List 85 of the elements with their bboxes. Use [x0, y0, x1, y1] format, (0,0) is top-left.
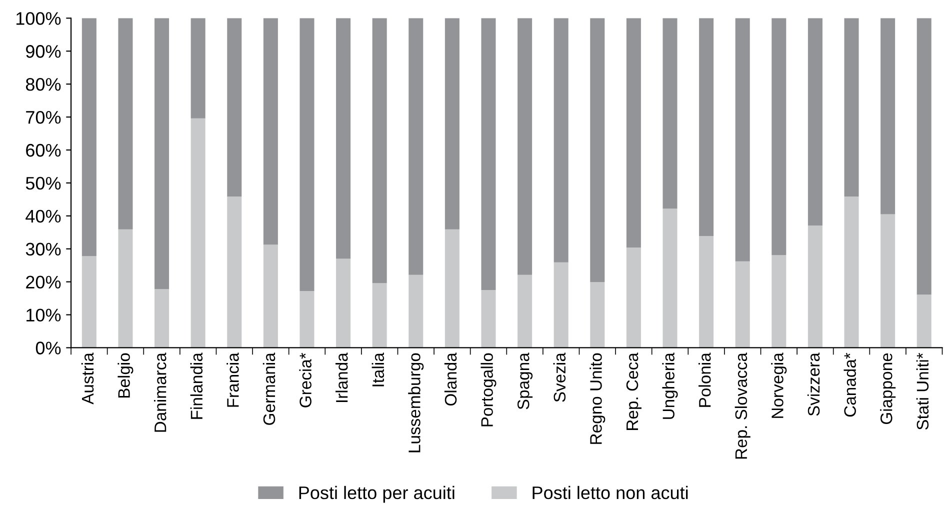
bar: [808, 225, 822, 348]
bar: [916, 18, 932, 295]
bar: [518, 274, 532, 348]
bar: [154, 18, 170, 290]
bar: [154, 289, 170, 348]
y-tick-label: 50%: [26, 176, 61, 190]
bar: [699, 18, 714, 236]
bar: [227, 18, 242, 196]
y-tick-label: 100%: [16, 12, 61, 25]
x-tick-label: Finlandia: [190, 352, 203, 419]
bar: [844, 196, 859, 348]
x-tick-label: Rep. Slovacca: [734, 352, 750, 459]
y-tick-label: 90%: [26, 45, 61, 58]
x-tick-label: Spagna: [517, 352, 533, 410]
y-tick-label: 20%: [26, 276, 61, 289]
x-tick-label: Portogallo: [480, 353, 496, 426]
bar: [263, 18, 278, 245]
bar: [735, 18, 750, 262]
x-tick-label: Norvegia: [771, 352, 787, 418]
x-tick-label: Francia: [226, 352, 239, 407]
x-tick-label: Danimarca: [154, 352, 166, 432]
legend-label: Posti letto per acuiti: [299, 486, 454, 503]
bar: [699, 236, 714, 348]
bar: [481, 290, 496, 348]
bar: [735, 261, 750, 348]
bar: [626, 18, 641, 248]
bar: [772, 18, 786, 256]
bar: [408, 18, 424, 275]
bar: [772, 255, 786, 348]
bar: [82, 18, 96, 256]
bar: [118, 229, 133, 348]
bar: [916, 294, 932, 348]
x-tick-label: Irlanda: [336, 352, 348, 402]
bar: [662, 208, 678, 348]
bar: [880, 18, 896, 214]
legend-label: Posti letto non acuti: [532, 486, 688, 500]
bar: [590, 282, 605, 348]
bar: [336, 18, 351, 259]
x-tick-label: Italia: [372, 352, 384, 386]
y-tick-label: 30%: [26, 242, 61, 256]
bar: [554, 262, 568, 348]
bar: [844, 18, 859, 196]
x-tick-label: Ungheria: [662, 352, 678, 419]
bar: [808, 18, 822, 226]
bar: [372, 18, 387, 284]
bar: [336, 258, 351, 348]
x-tick-label: Rep. Ceca: [626, 352, 642, 430]
bar: [190, 18, 206, 118]
x-tick-label: Stati Uniti*: [916, 352, 929, 430]
x-tick-label: Belgio: [118, 353, 134, 398]
bar: [626, 248, 641, 348]
y-tick-label: 80%: [26, 78, 61, 91]
bar: [662, 18, 678, 209]
y-tick-label: 10%: [26, 308, 61, 322]
x-tick-label: Canada*: [844, 352, 856, 417]
bar: [372, 283, 387, 348]
bar: [263, 244, 278, 348]
bar: [190, 118, 206, 348]
y-tick-label: 40%: [26, 210, 61, 223]
bar: [590, 18, 605, 282]
y-tick-label: 60%: [26, 144, 61, 157]
bar: [444, 18, 460, 230]
x-tick-label: Regno Unito: [590, 353, 606, 444]
bar: [408, 274, 424, 348]
bar: [118, 18, 133, 230]
x-tick-label: Polonia: [698, 352, 711, 407]
bar: [300, 18, 314, 292]
x-tick-label: Svizzera: [807, 352, 820, 416]
x-tick-label: Giappone: [880, 353, 896, 424]
y-tick-label: 70%: [26, 110, 61, 124]
bar: [481, 18, 496, 290]
bar: [82, 256, 96, 348]
bar: [518, 18, 532, 275]
x-tick-label: Grecia*: [299, 352, 312, 408]
bar: [300, 291, 314, 348]
bar: [444, 229, 460, 348]
x-tick-label: Germania: [262, 352, 276, 425]
x-tick-label: Lussemburgo: [408, 353, 424, 452]
y-tick-label: 0%: [36, 342, 61, 354]
bar: [880, 214, 896, 348]
bar: [227, 196, 242, 348]
x-tick-label: Svezia: [553, 352, 566, 402]
bar: [554, 18, 568, 262]
x-tick-label: Olanda: [444, 352, 457, 406]
x-tick-label: Austria: [81, 352, 94, 404]
